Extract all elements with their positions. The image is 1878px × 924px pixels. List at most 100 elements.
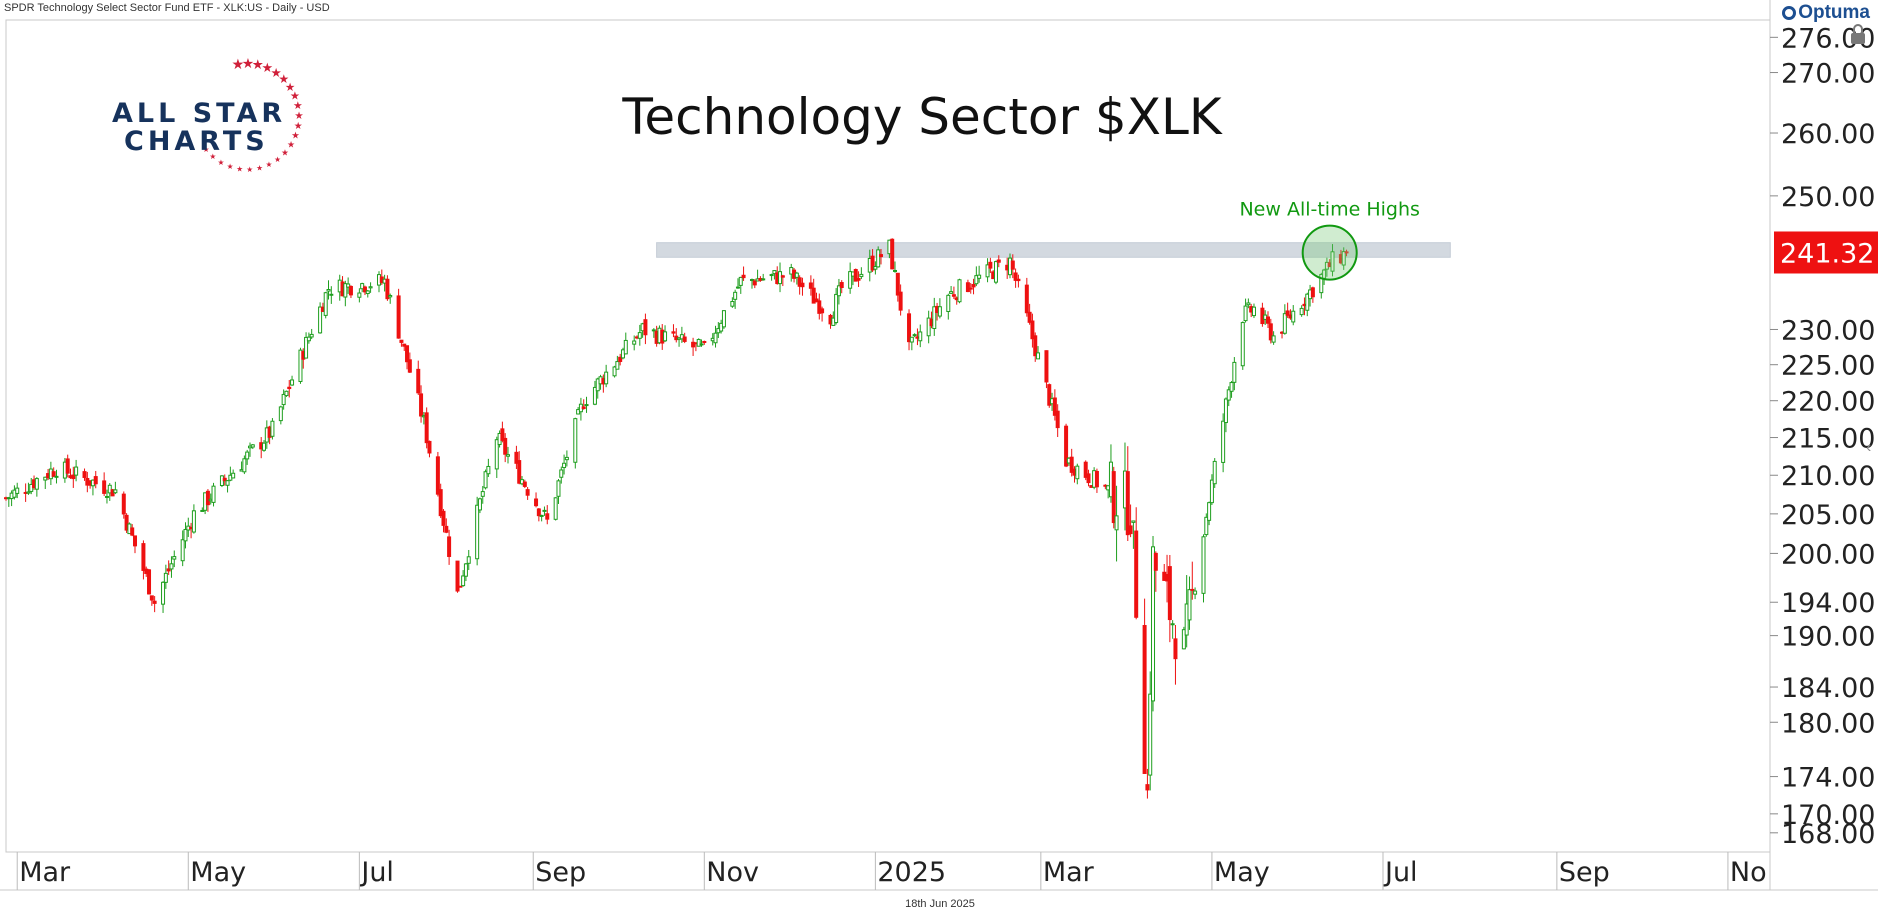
- candle-body: [909, 336, 914, 343]
- logo-star: ★: [236, 164, 243, 173]
- candle-body: [977, 274, 982, 279]
- candle: [573, 417, 578, 469]
- candle-body: [797, 277, 802, 287]
- candle: [761, 273, 766, 281]
- candle: [1291, 305, 1296, 326]
- ath-annotation: New All-time Highs: [1239, 199, 1419, 221]
- candle-body: [1083, 461, 1088, 478]
- candle-body: [1086, 473, 1091, 484]
- candle-body: [834, 293, 839, 324]
- candle: [1221, 413, 1226, 473]
- candle-body: [1223, 398, 1228, 424]
- candle: [559, 466, 564, 484]
- candle: [702, 340, 707, 345]
- candle-body: [1064, 425, 1069, 467]
- candle: [494, 436, 499, 478]
- candle-body: [1341, 251, 1346, 266]
- candle: [856, 271, 861, 287]
- candle: [399, 339, 404, 347]
- candle-body: [281, 393, 286, 406]
- candle-body: [245, 451, 250, 460]
- candle: [444, 518, 449, 534]
- candle: [51, 467, 56, 478]
- candle: [483, 469, 488, 490]
- candle: [388, 293, 393, 304]
- logo-star: ★: [266, 160, 273, 169]
- candle: [1013, 268, 1018, 288]
- candle: [937, 298, 942, 319]
- candle: [124, 513, 129, 533]
- candle-body: [581, 406, 586, 409]
- candle: [1111, 466, 1116, 529]
- candle-body: [814, 298, 819, 303]
- y-tick-label: 220.00: [1781, 387, 1875, 418]
- candle-body: [514, 451, 519, 464]
- candle-body: [166, 568, 171, 572]
- candle-body: [691, 341, 696, 348]
- x-tick-label: Jul: [1383, 857, 1418, 888]
- candle: [618, 353, 623, 366]
- candle: [968, 283, 973, 294]
- candle: [385, 275, 390, 301]
- candle: [505, 446, 510, 464]
- candle-body: [124, 514, 129, 531]
- candle: [553, 497, 558, 521]
- candle-body: [54, 475, 59, 478]
- candle-body: [486, 465, 491, 475]
- logo-line-2: CHARTS: [124, 126, 269, 157]
- candle: [1134, 507, 1139, 620]
- candle-body: [444, 525, 449, 533]
- candle: [893, 261, 898, 273]
- brand-logo: Optuma: [1782, 2, 1870, 24]
- candle-body: [427, 440, 432, 454]
- candle: [1131, 520, 1136, 549]
- candle-body: [912, 334, 917, 337]
- candle-body: [107, 484, 112, 494]
- candle: [287, 380, 292, 398]
- candle-body: [1330, 251, 1335, 272]
- candle: [848, 262, 853, 294]
- candle: [741, 266, 746, 281]
- candle: [93, 470, 98, 489]
- candle: [808, 275, 813, 296]
- candle: [1044, 350, 1049, 389]
- candle-body: [284, 390, 289, 397]
- candle: [1151, 535, 1156, 712]
- candle-body: [820, 308, 825, 314]
- candle: [1148, 671, 1153, 791]
- candle-body: [346, 283, 351, 288]
- candle-body: [121, 493, 126, 515]
- candle-body: [475, 504, 480, 560]
- logo-star: ★: [252, 58, 264, 73]
- candle-body: [1282, 313, 1287, 334]
- candle: [102, 472, 107, 496]
- candle: [71, 466, 76, 488]
- candle-body: [738, 276, 743, 286]
- candle: [191, 504, 196, 534]
- candle-body: [172, 556, 177, 560]
- candle-body: [278, 406, 283, 422]
- y-tick-label: 190.00: [1781, 622, 1875, 653]
- candle: [152, 596, 157, 613]
- candle: [534, 492, 539, 508]
- candle-body: [946, 294, 951, 312]
- candle-body: [82, 471, 87, 478]
- candle: [407, 352, 412, 373]
- y-tick-label: 260.00: [1781, 119, 1875, 150]
- candle: [180, 530, 185, 567]
- candle: [1271, 331, 1276, 345]
- candle-body: [326, 289, 331, 292]
- candle-body: [396, 295, 401, 339]
- candle: [500, 421, 505, 443]
- candle: [1305, 292, 1310, 317]
- candle-body: [853, 269, 858, 282]
- candle-body: [525, 489, 530, 496]
- candle-body: [671, 331, 676, 334]
- candle: [584, 396, 589, 413]
- candle-body: [612, 366, 617, 377]
- x-tick-label: Mar: [19, 857, 71, 888]
- candle-body: [839, 282, 844, 289]
- lock-body: [1851, 33, 1865, 44]
- candle-body: [500, 428, 505, 441]
- candle: [441, 509, 446, 533]
